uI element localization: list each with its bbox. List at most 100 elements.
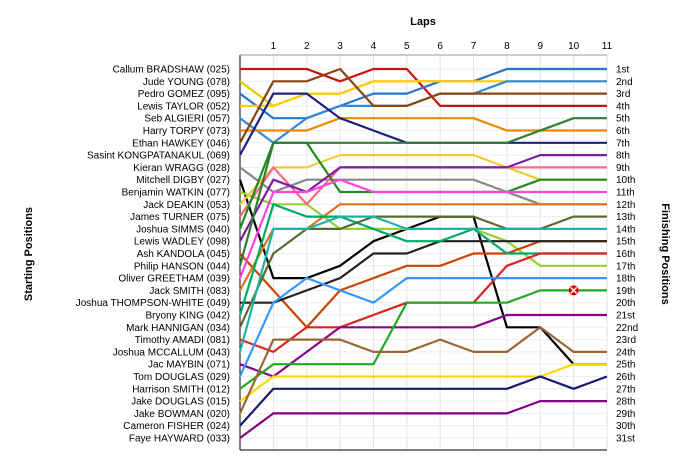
- finishing-position-label: 1st: [616, 65, 630, 76]
- series-line: [239, 363, 607, 402]
- finishing-position-label: 27th: [616, 384, 635, 395]
- finishing-position-label: 7th: [616, 138, 630, 149]
- plot-area: 1 2 3 4 5 6 7 8 9 10 11 Callum BRADSHAW (025)Jude Y…: [76, 41, 638, 451]
- finishing-position-label: 17th: [616, 261, 635, 272]
- starting-position-label: Harrison SMITH (012): [132, 384, 230, 395]
- series-line: [238, 215, 607, 353]
- x-tick-label: 11: [602, 41, 613, 52]
- starting-position-label: Sasint KONGPATANAKUL (069): [87, 151, 230, 162]
- starting-position-label: Joshua SIMMS (040): [136, 224, 230, 235]
- finishing-position-label: 13th: [616, 212, 635, 223]
- finishing-position-label: 8th: [616, 151, 630, 162]
- starting-position-label: Callum BRADSHAW (025): [113, 65, 230, 76]
- finishing-position-label: 31st: [616, 434, 635, 445]
- starting-position-label: Pedro GOMEZ (095): [138, 89, 230, 100]
- starting-position-label: Jac MAYBIN (071): [148, 360, 230, 371]
- finishing-position-label: 30th: [616, 421, 635, 432]
- finishing-position-label: 5th: [616, 114, 630, 125]
- x-tick-label: 5: [404, 41, 410, 52]
- finishing-position-label: 12th: [616, 200, 635, 211]
- starting-position-label: Jude YOUNG (078): [143, 77, 230, 88]
- starting-position-label: Jake BOWMAN (020): [134, 409, 230, 420]
- series-line: [239, 92, 607, 156]
- starting-position-label: Tom DOUGLAS (029): [133, 372, 230, 383]
- series-line: [239, 67, 607, 120]
- starting-position-label: Mark HANNIGAN (034): [126, 323, 230, 334]
- starting-position-label: Lewis TAYLOR (052): [137, 101, 230, 112]
- y-axis-title-right: Finishing Positions: [659, 203, 671, 304]
- series-line: [238, 215, 607, 328]
- starting-position-label: Faye HAYWARD (033): [129, 434, 230, 445]
- starting-position-label: Oliver GREETHAM (039): [118, 274, 230, 285]
- starting-position-label: Joshua THOMPSON-WHITE (049): [76, 298, 230, 309]
- x-axis-title: Laps: [410, 16, 436, 28]
- finishing-position-label: 10th: [616, 175, 635, 186]
- series-line: [238, 179, 607, 366]
- series-line: [238, 326, 607, 414]
- finishing-position-label: 16th: [616, 249, 635, 260]
- starting-position-label: Lewis WADLEY (098): [134, 237, 230, 248]
- finishing-position-label: 23rd: [616, 335, 636, 346]
- series-line: [238, 277, 607, 377]
- starting-position-label: Cameron FISHER (024): [123, 421, 230, 432]
- finishing-position-label: 11th: [616, 188, 635, 199]
- starting-position-label: Benjamin WATKIN (077): [122, 188, 230, 199]
- finishing-position-label: 9th: [616, 163, 630, 174]
- finishing-position-label: 2nd: [616, 77, 633, 88]
- series-line: [240, 117, 607, 132]
- series-line: [239, 289, 607, 390]
- finishing-position-label: 14th: [616, 224, 635, 235]
- starting-position-label: James TURNER (075): [130, 212, 230, 223]
- starting-position-label: Kieran WRAGG (028): [133, 163, 230, 174]
- starting-position-label: Jack SMITH (083): [149, 286, 230, 297]
- series-line: [240, 240, 607, 304]
- finishing-position-label: 19th: [616, 286, 635, 297]
- starting-position-label: Bryony KING (042): [146, 311, 230, 322]
- x-tick-label: 9: [537, 41, 543, 52]
- series-line: [239, 313, 607, 378]
- finishing-position-label: 3rd: [616, 89, 630, 100]
- finishing-position-label: 25th: [616, 360, 635, 371]
- starting-position-label: Philip HANSON (044): [134, 261, 230, 272]
- finishing-position-label: 4th: [616, 101, 630, 112]
- finishing-position-label: 21st: [616, 311, 635, 322]
- finishing-position-label: 24th: [616, 347, 635, 358]
- series-line: [239, 80, 607, 144]
- finishing-position-label: 26th: [616, 372, 635, 383]
- starting-position-label: Seb ALGIERI (057): [144, 114, 230, 125]
- x-tick-label: 1: [271, 41, 277, 52]
- series-line: [238, 117, 607, 267]
- starting-position-label: Ash KANDOLA (045): [137, 249, 230, 260]
- finishing-position-label: 28th: [616, 397, 635, 408]
- series-line: [239, 400, 607, 439]
- series-line: [238, 203, 607, 316]
- finishing-position-label: 18th: [616, 274, 635, 285]
- x-tick-label: 3: [337, 41, 343, 52]
- starting-position-label: Joshua MCCALLUM (043): [113, 347, 230, 358]
- starting-position-label: Mitchell DIGBY (027): [136, 175, 230, 186]
- series-line: [239, 154, 607, 242]
- series-line: [239, 375, 608, 427]
- finishing-position-label: 20th: [616, 298, 635, 309]
- series-line: [239, 67, 607, 144]
- starting-position-label: Harry TORPY (073): [143, 126, 230, 137]
- finishing-position-label: 6th: [616, 126, 630, 137]
- dnf-marker-cross: [570, 286, 578, 294]
- x-tick-label: 4: [371, 41, 377, 52]
- x-tick-label: 7: [471, 41, 477, 52]
- x-tick-label: 6: [437, 41, 443, 52]
- x-tick-label: 2: [304, 41, 310, 52]
- finishing-position-label: 15th: [616, 237, 635, 248]
- finishing-position-label: 22nd: [616, 323, 638, 334]
- starting-position-label: Jack DEAKIN (053): [143, 200, 230, 211]
- starting-position-label: Ethan HAWKEY (046): [132, 138, 230, 149]
- starting-position-label: Timothy AMADI (081): [135, 335, 230, 346]
- starting-position-label: Jake DOUGLAS (015): [131, 397, 230, 408]
- x-tick-label: 8: [504, 41, 510, 52]
- finishing-position-label: 29th: [616, 409, 635, 420]
- series-line: [239, 166, 607, 206]
- x-tick-label: 10: [568, 41, 580, 52]
- series-line: [238, 178, 607, 279]
- y-axis-title-left: Starting Positions: [23, 207, 35, 301]
